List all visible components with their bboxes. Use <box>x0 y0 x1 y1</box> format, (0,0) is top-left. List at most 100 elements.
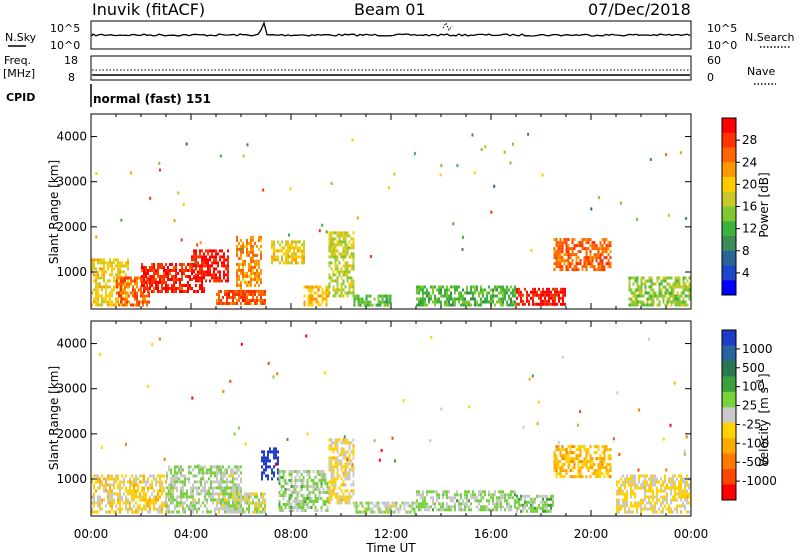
heatmap-cell <box>232 296 234 299</box>
heatmap-cell <box>668 510 670 514</box>
heatmap-cell <box>605 256 608 260</box>
heatmap-cell <box>678 492 680 496</box>
heatmap-cell <box>171 284 173 287</box>
heatmap-cell <box>284 488 287 491</box>
heatmap-cell <box>678 474 680 478</box>
heatmap-cell <box>674 276 677 280</box>
heatmap-cell <box>275 447 277 451</box>
heatmap-cell <box>338 234 341 238</box>
heatmap-cell <box>189 275 191 278</box>
heatmap-cell <box>193 276 195 280</box>
heatmap-cell <box>577 475 580 479</box>
heatmap-cell <box>630 504 632 508</box>
heatmap-cell <box>296 503 299 506</box>
heatmap-cell <box>666 300 669 304</box>
heatmap-cell <box>430 285 432 289</box>
heatmap-cell <box>121 495 123 499</box>
heatmap-cell <box>95 297 97 301</box>
heatmap-cell <box>334 252 337 256</box>
heatmap-cell <box>601 451 604 455</box>
heatmap-cell <box>318 473 321 476</box>
heatmap-cell <box>668 504 670 508</box>
heatmap-cell <box>334 441 337 445</box>
heatmap-cell <box>116 285 118 289</box>
heatmap-cell <box>498 291 500 295</box>
heatmap-cell <box>561 355 564 359</box>
heatmap-cell <box>295 255 297 259</box>
heatmap-cell <box>353 300 356 304</box>
heatmap-cell <box>111 303 113 307</box>
heatmap-cell <box>273 474 275 478</box>
heatmap-cell <box>182 468 184 472</box>
heatmap-cell <box>107 267 109 271</box>
heatmap-cell <box>548 287 550 291</box>
heatmap-cell <box>458 300 460 304</box>
heatmap-cell <box>553 457 556 461</box>
heatmap-cell <box>222 504 224 508</box>
heatmap-cell <box>577 448 580 452</box>
heatmap-cell <box>194 474 196 478</box>
heatmap-cell <box>656 294 659 298</box>
heatmap-cell <box>656 297 659 301</box>
heatmap-cell <box>500 493 502 497</box>
heatmap-cell <box>567 238 570 242</box>
heatmap-cell <box>413 510 416 514</box>
heatmap-cell <box>182 507 184 511</box>
heatmap-cell <box>97 501 99 505</box>
heatmap-cell <box>542 500 544 504</box>
heatmap-cell <box>285 243 287 247</box>
heatmap-cell <box>674 489 676 493</box>
heatmap-cell <box>124 300 126 304</box>
heatmap-cell <box>222 474 224 478</box>
heatmap-cell <box>494 303 496 307</box>
heatmap-cell <box>555 244 558 248</box>
heatmap-cell <box>336 459 339 463</box>
heatmap-cell <box>654 291 657 295</box>
heatmap-cell <box>151 492 153 496</box>
heatmap-cell <box>91 510 93 514</box>
heatmap-cell <box>211 261 213 265</box>
heatmap-cell <box>541 173 544 177</box>
heatmap-cell <box>522 509 524 513</box>
heatmap-cell <box>95 288 97 292</box>
heatmap-cell <box>472 291 474 295</box>
heatmap-cell <box>642 480 644 484</box>
heatmap-cell <box>458 499 460 503</box>
heatmap-cell <box>446 300 448 304</box>
heatmap-cell <box>248 274 250 278</box>
heatmap-cell <box>684 285 687 289</box>
colorbar-swatch <box>722 162 736 178</box>
heatmap-cell <box>650 297 653 301</box>
heatmap-cell <box>260 293 262 296</box>
heatmap-cell <box>133 486 135 490</box>
heatmap-cell <box>599 244 602 248</box>
heatmap-cell <box>660 291 663 295</box>
heatmap-cell <box>182 510 184 514</box>
heatmap-cell <box>121 498 123 502</box>
heatmap-cell <box>407 504 410 508</box>
heatmap-cell <box>516 509 518 513</box>
heatmap-cell <box>678 282 681 286</box>
heatmap-cell <box>238 268 240 272</box>
heatmap-cell <box>342 249 345 253</box>
heatmap-cell <box>131 489 133 493</box>
heatmap-cell <box>464 508 466 512</box>
heatmap-cell <box>369 510 372 514</box>
heatmap-cell <box>121 507 123 511</box>
heatmap-cell <box>143 507 145 511</box>
heatmap-cell <box>213 255 215 259</box>
heatmap-cell <box>234 290 236 293</box>
heatmap-cell <box>294 503 297 506</box>
heatmap-cell <box>646 291 649 295</box>
heatmap-cell <box>571 259 574 263</box>
heatmap-cell <box>236 471 238 475</box>
heatmap-cell <box>559 469 562 473</box>
heatmap-cell <box>105 291 107 295</box>
heatmap-cell <box>597 250 600 254</box>
heatmap-cell <box>575 244 578 248</box>
heatmap-cell <box>532 506 534 510</box>
colorbar-swatch <box>722 453 736 470</box>
heatmap-cell <box>297 240 299 244</box>
heatmap-cell <box>242 510 244 514</box>
heatmap-cell <box>217 279 219 283</box>
